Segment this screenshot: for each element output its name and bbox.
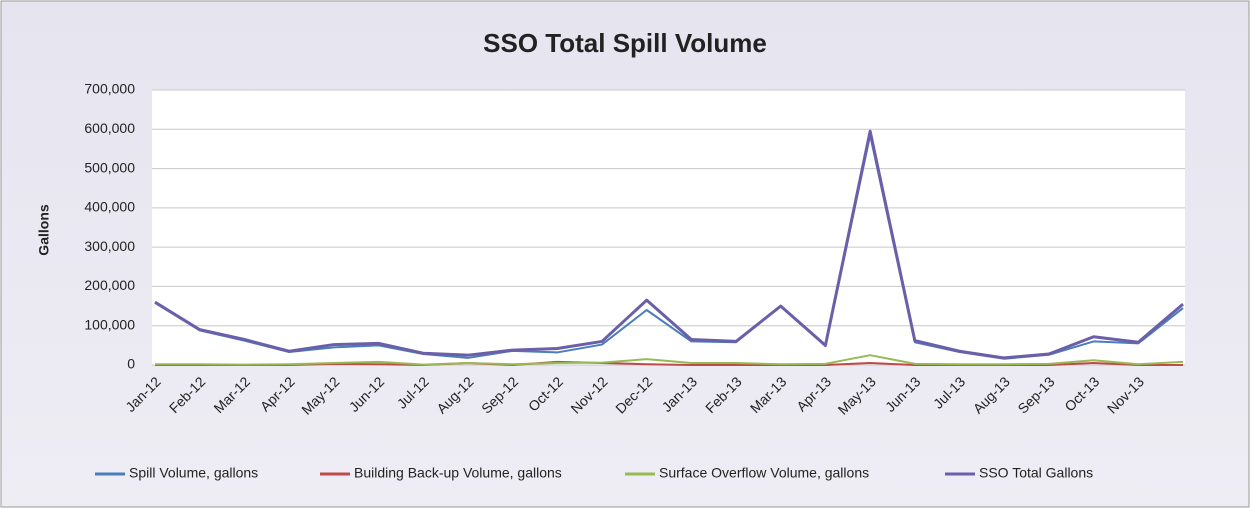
y-tick-label: 700,000 [84, 81, 135, 97]
y-tick-label: 300,000 [84, 238, 135, 254]
legend-label: Building Back-up Volume, gallons [354, 465, 562, 481]
y-tick-label: 200,000 [84, 277, 135, 293]
y-tick-label: 0 [127, 356, 135, 372]
plot-area [152, 90, 1185, 365]
y-tick-label: 600,000 [84, 120, 135, 136]
y-tick-label: 100,000 [84, 316, 135, 332]
series-line [154, 129, 1184, 360]
chart-title: SSO Total Spill Volume [483, 28, 767, 58]
y-tick-label: 500,000 [84, 159, 135, 175]
y-axis-label: Gallons [36, 204, 52, 256]
legend-label: Spill Volume, gallons [129, 465, 258, 481]
y-tick-label: 400,000 [84, 199, 135, 215]
series-line [155, 354, 1184, 366]
legend-label: SSO Total Gallons [979, 465, 1093, 481]
legend-label: Surface Overflow Volume, gallons [659, 465, 869, 481]
